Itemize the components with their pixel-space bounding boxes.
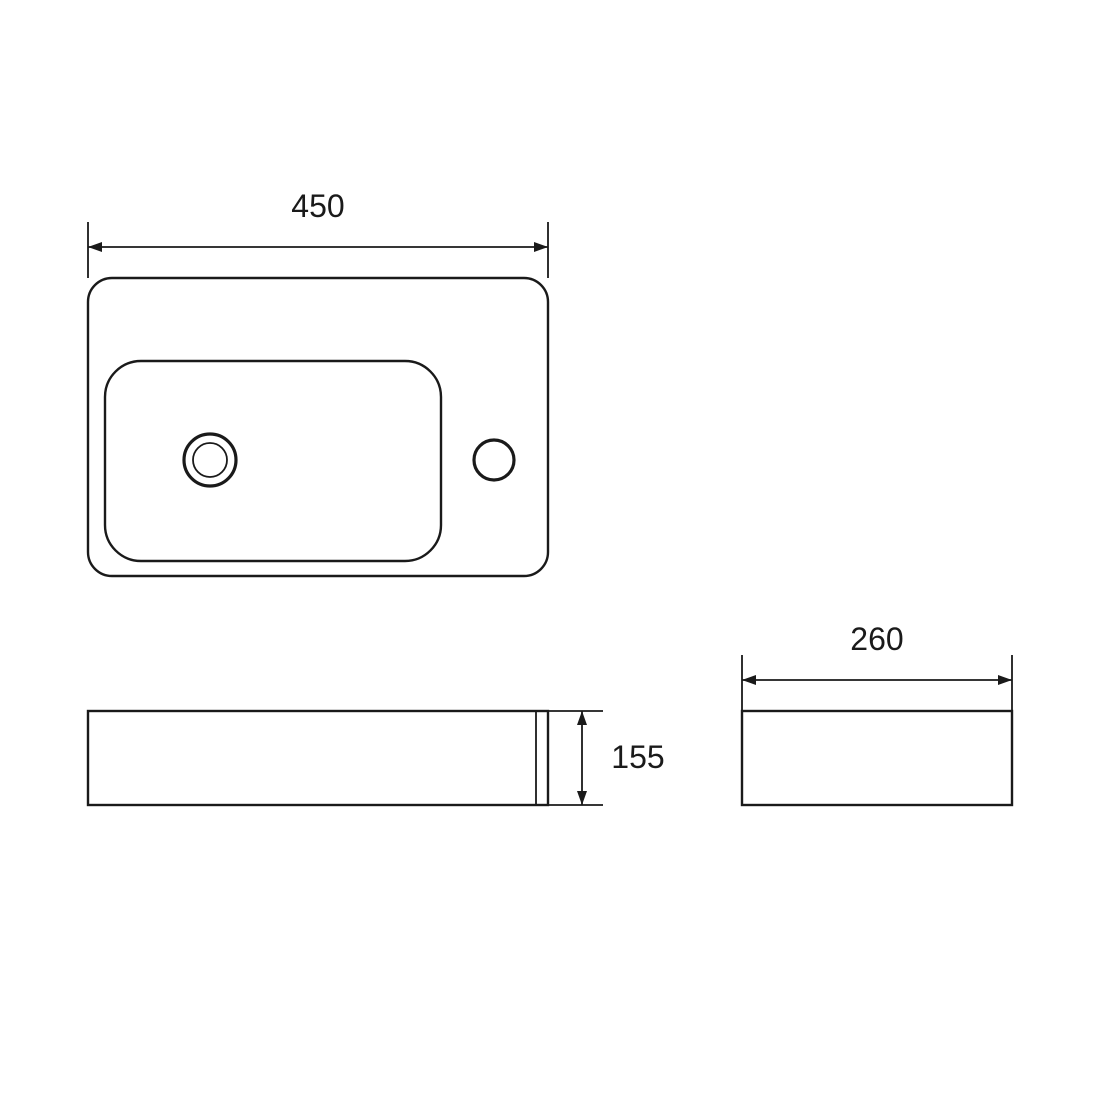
drain-inner bbox=[193, 443, 227, 477]
front-view-outline bbox=[88, 711, 548, 805]
technical-drawing: 450 155 260 bbox=[0, 0, 1100, 1100]
dim-450-label: 450 bbox=[291, 188, 344, 224]
dim-arrow bbox=[742, 675, 756, 685]
dim-arrow bbox=[534, 242, 548, 252]
top-view-outline bbox=[88, 278, 548, 576]
tap-hole bbox=[474, 440, 514, 480]
basin-outline bbox=[105, 361, 441, 561]
dim-260-label: 260 bbox=[850, 621, 903, 657]
dim-155-label: 155 bbox=[611, 739, 664, 775]
dim-arrow bbox=[88, 242, 102, 252]
dim-arrow bbox=[577, 791, 587, 805]
side-view-outline bbox=[742, 711, 1012, 805]
drain-outer bbox=[184, 434, 236, 486]
dim-arrow bbox=[577, 711, 587, 725]
dim-arrow bbox=[998, 675, 1012, 685]
